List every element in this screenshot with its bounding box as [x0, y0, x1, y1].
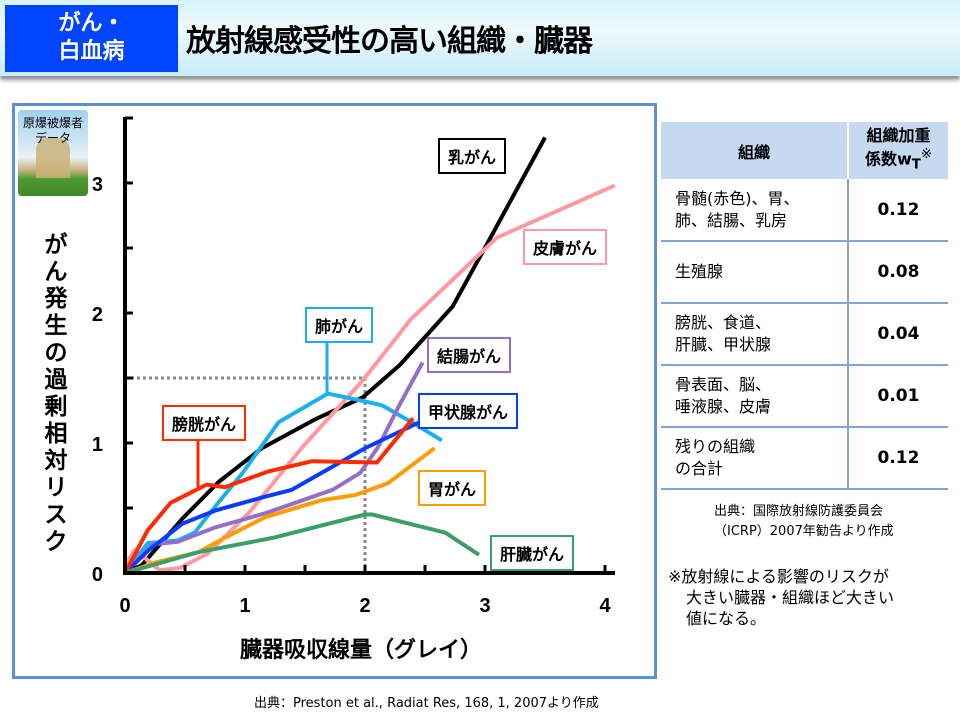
table-row: 骨髄(赤色)、胃、 肺、結腸、乳房 0.12: [661, 179, 948, 242]
icon-text: データ: [34, 131, 71, 145]
footnote: ※放射線による影響のリスクが 大きい臓器・組織ほど大きい 値になる。: [668, 567, 895, 628]
table-row: 生殖腺 0.08: [661, 241, 948, 304]
table-source: 出典：国際放射線防護委員会 （ICRP）2007年勧告より作成: [714, 504, 894, 539]
weight-value: 0.01: [847, 365, 948, 428]
chart-source: 出典：Preston et al., Radiat Res, 168, 1, 2…: [254, 696, 599, 711]
series-line-4: [123, 417, 426, 575]
weight-value: 0.12: [847, 427, 948, 490]
legend-label-colon: 結腸がん: [427, 337, 512, 373]
chart-frame: [12, 103, 657, 679]
series-line-5: [123, 417, 415, 574]
x-tick-label: 2: [359, 595, 370, 617]
tag-line: がん・: [58, 11, 125, 36]
table-row: 残りの組織 の合計 0.12: [661, 427, 948, 490]
x-tick-label: 0: [119, 595, 130, 617]
legend-label-bladder: 膀胱がん: [162, 405, 247, 441]
y-axis-label: がん発生の過剰相対リスク: [44, 232, 68, 555]
weight-value: 0.04: [847, 303, 948, 366]
x-tick-label: 1: [239, 595, 250, 617]
x-axis-label: 臓器吸収線量（グレイ）: [240, 638, 483, 663]
tissue-cell: 骨表面、脳、 唾液腺、皮膚: [661, 365, 848, 428]
table-row: 膀胱、食道、 肝臓、甲状腺 0.04: [661, 303, 948, 366]
y-tick-label: 2: [92, 304, 103, 326]
icon-text: 原爆被爆者: [22, 116, 83, 130]
legend-label-stomach: 胃がん: [418, 470, 487, 506]
slide-title: 放射線感受性の高い組織・臓器: [186, 24, 593, 59]
x-tick-label: 3: [479, 595, 490, 617]
a-bomb-dome-icon: 原爆被爆者 データ: [18, 110, 88, 196]
legend-label-skin: 皮膚がん: [523, 229, 608, 265]
y-tick-label: 3: [92, 174, 103, 196]
x-tick-label: 4: [599, 595, 611, 617]
tissue-weighting-table: 組織 組織加重 係数wT※ 骨髄(赤色)、胃、 肺、結腸、乳房 0.12 生殖腺 0.08…: [661, 122, 948, 490]
legend-label-liver: 肝臓がん: [490, 535, 575, 571]
tissue-cell: 骨髄(赤色)、胃、 肺、結腸、乳房: [661, 179, 848, 242]
tissue-cell: 残りの組織 の合計: [661, 427, 848, 490]
y-tick-label: 1: [92, 434, 103, 456]
series-line-3: [123, 361, 425, 575]
table-header-weight: 組織加重 係数wT※: [848, 122, 948, 179]
slide-header: がん・白血病 放射線感受性の高い組織・臓器: [0, 0, 960, 76]
tissue-cell: 膀胱、食道、 肝臓、甲状腺: [661, 303, 848, 366]
y-tick-label: 0: [92, 564, 103, 586]
weight-value: 0.08: [847, 241, 948, 304]
weight-value: 0.12: [847, 179, 948, 242]
table-header-tissue: 組織: [661, 122, 849, 179]
tissue-cell: 生殖腺: [661, 241, 848, 304]
legend-label-lung: 肺がん: [305, 307, 374, 343]
table-row: 骨表面、脳、 唾液腺、皮膚 0.01: [661, 365, 948, 428]
category-tag: がん・ 白血病: [5, 5, 178, 72]
legend-label-thyroid: 甲状腺がん: [418, 393, 519, 429]
legend-label-breast: 乳がん: [438, 138, 507, 174]
series-line-7: [124, 512, 481, 575]
tag-line: 白血病: [58, 39, 125, 64]
